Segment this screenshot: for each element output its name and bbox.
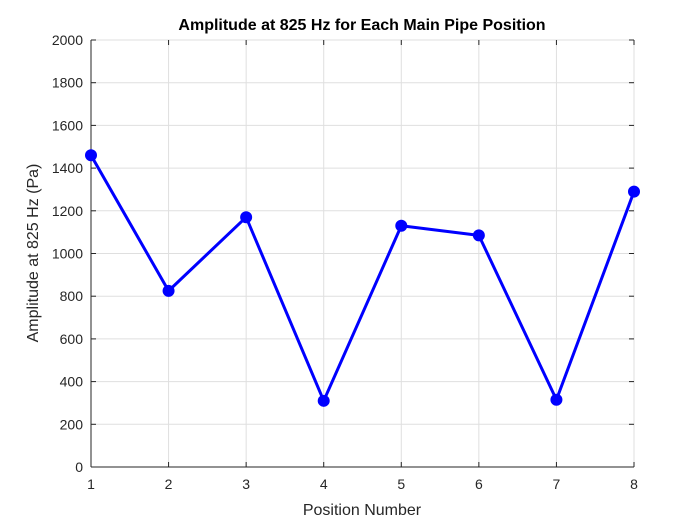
y-tick-label: 1800 [52, 75, 83, 91]
data-point [628, 185, 640, 198]
y-tick-label: 1600 [52, 117, 83, 133]
data-point [395, 219, 408, 232]
data-point [162, 284, 175, 297]
y-tick-label: 1000 [52, 246, 83, 262]
y-tick-label: 200 [60, 416, 84, 432]
x-tick-label: 8 [630, 476, 638, 492]
x-tick-label: 6 [475, 476, 483, 492]
data-point [85, 149, 97, 162]
y-tick-label: 1400 [52, 160, 83, 176]
data-point [240, 211, 253, 224]
y-tick-label: 600 [60, 331, 84, 347]
y-tick-label: 0 [75, 459, 83, 475]
y-tick-label: 2000 [52, 32, 83, 48]
data-point [472, 229, 485, 242]
y-axis-label: Amplitude at 825 Hz (Pa) [25, 164, 42, 343]
x-tick-label: 5 [397, 476, 405, 492]
x-tick-label: 4 [320, 476, 328, 492]
x-tick-label: 1 [87, 476, 95, 492]
ticks: 1 2 3 4 5 6 7 8 0 200 400 600 800 1000 1200 1400 1600 180… [52, 32, 638, 492]
x-tick-label: 7 [553, 476, 561, 492]
data-point [550, 393, 563, 406]
y-tick-label: 800 [60, 288, 84, 304]
series-line [89, 154, 636, 403]
x-tick-label: 2 [165, 476, 173, 492]
y-tick-label: 400 [60, 374, 84, 390]
chart-title: Amplitude at 825 Hz for Each Main Pipe P… [178, 17, 545, 34]
y-tick-label: 1200 [52, 203, 83, 219]
x-axis-label: Position Number [303, 502, 422, 519]
data-point [317, 394, 330, 407]
x-tick-label: 3 [242, 476, 250, 492]
series [85, 149, 640, 407]
